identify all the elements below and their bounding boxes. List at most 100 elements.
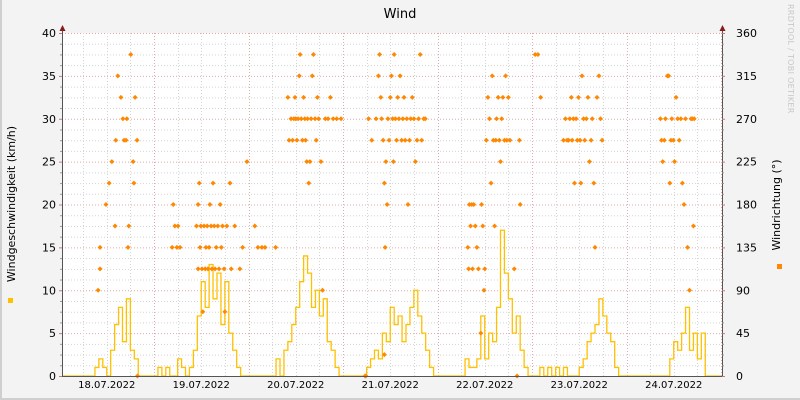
wind-direction-point — [232, 223, 238, 229]
wind-direction-point — [585, 94, 591, 100]
wind-direction-point — [130, 159, 136, 165]
wind-direction-point — [493, 137, 499, 143]
wind-direction-point — [495, 94, 501, 100]
wind-direction-point — [106, 180, 112, 186]
wind-direction-point — [394, 137, 400, 143]
wind-direction-point — [201, 223, 207, 229]
wind-direction-point — [334, 116, 340, 122]
wind-direction-point — [217, 202, 223, 207]
wind-direction-point — [313, 137, 319, 143]
wind-direction-point — [208, 223, 214, 229]
wind-direction-point — [288, 116, 294, 122]
wind-direction-point — [292, 94, 298, 100]
y-tick-label-left: 20 — [42, 199, 56, 212]
wind-direction-point — [673, 94, 679, 100]
wind-direction-point — [483, 137, 489, 143]
wind-direction-point — [661, 137, 667, 143]
wind-direction-point — [691, 116, 697, 122]
wind-direction-point — [380, 137, 386, 143]
wind-direction-point — [325, 116, 331, 122]
y-tick-label-right: 315 — [736, 70, 757, 83]
wind-direction-point — [586, 159, 592, 165]
wind-direction-point — [295, 116, 301, 122]
wind-direction-point — [662, 116, 668, 122]
wind-direction-point — [679, 180, 685, 186]
wind-direction-point — [131, 180, 137, 186]
wind-direction-point — [578, 180, 584, 186]
wind-direction-point — [382, 244, 388, 250]
wind-direction-point — [386, 137, 392, 143]
wind-direction-point — [123, 137, 129, 143]
wind-direction-point — [402, 137, 408, 143]
wind-direction-point — [596, 73, 602, 79]
wind-direction-point — [316, 116, 322, 122]
wind-direction-point — [304, 159, 310, 165]
wind-direction-point — [109, 159, 115, 165]
wind-direction-point — [474, 244, 480, 250]
wind-direction-point — [381, 180, 387, 186]
wind-direction-point — [500, 94, 506, 100]
wind-direction-point — [299, 137, 305, 143]
wind-direction-point — [172, 223, 178, 229]
wind-direction-point — [285, 94, 291, 100]
wind-direction-point — [308, 116, 314, 122]
wind-direction-point — [657, 116, 663, 122]
wind-direction-point — [302, 116, 308, 122]
wind-direction-point — [377, 51, 383, 57]
wind-direction-point — [205, 266, 211, 272]
wind-direction-point — [309, 73, 315, 79]
wind-direction-point — [516, 137, 522, 143]
wind-direction-point — [488, 180, 494, 186]
wind-direction-point — [575, 94, 581, 100]
x-tick-label: 22.07.2022 — [456, 380, 513, 391]
wind-direction-point — [666, 73, 672, 79]
wind-direction-point — [387, 94, 393, 100]
wind-direction-point — [504, 137, 510, 143]
wind-direction-point — [385, 116, 391, 122]
wind-direction-point — [475, 266, 481, 272]
wind-direction-point — [388, 73, 394, 79]
y-tick-label-right: 135 — [736, 241, 757, 254]
wind-direction-point — [211, 223, 217, 229]
wind-direction-point — [408, 116, 414, 122]
wind-direction-point — [391, 51, 397, 57]
wind-direction-point — [113, 137, 119, 143]
wind-direction-point — [397, 73, 403, 79]
y-tick-label-right: 0 — [736, 370, 743, 383]
wind-direction-point — [492, 223, 498, 229]
wind-direction-point — [273, 244, 279, 250]
wind-direction-point — [322, 116, 328, 122]
wind-direction-point — [215, 223, 221, 229]
wind-direction-point — [126, 223, 132, 229]
wind-direction-point — [592, 244, 598, 250]
wind-direction-point — [486, 116, 492, 122]
wind-direction-point — [582, 137, 588, 143]
wind-direction-point — [290, 137, 296, 143]
wind-direction-point — [416, 116, 422, 122]
wind-direction-point — [194, 223, 200, 229]
x-tick-label: 20.07.2022 — [267, 380, 324, 391]
wind-direction-point — [378, 94, 384, 100]
wind-direction-point — [669, 116, 675, 122]
wind-direction-point — [297, 51, 303, 57]
wind-direction-point — [379, 116, 385, 122]
wind-direction-point — [169, 244, 175, 250]
wind-direction-point — [659, 137, 665, 143]
wind-direction-point — [685, 244, 691, 250]
wind-direction-point — [303, 137, 309, 143]
wind-direction-point — [118, 94, 124, 100]
wind-direction-point — [286, 137, 292, 143]
wind-direction-point — [481, 287, 487, 293]
wind-direction-point — [128, 51, 134, 57]
wind-direction-point — [404, 116, 410, 122]
wind-direction-point — [589, 116, 595, 122]
y-tick-label-right: 360 — [736, 27, 757, 40]
wind-direction-point — [570, 116, 576, 122]
wind-direction-point — [314, 94, 320, 100]
wind-direction-point — [411, 116, 417, 122]
wind-direction-point — [417, 51, 423, 57]
wind-direction-point — [174, 244, 180, 250]
wind-direction-point — [203, 244, 209, 250]
wind-direction-point — [196, 180, 202, 186]
wind-direction-point — [407, 137, 413, 143]
